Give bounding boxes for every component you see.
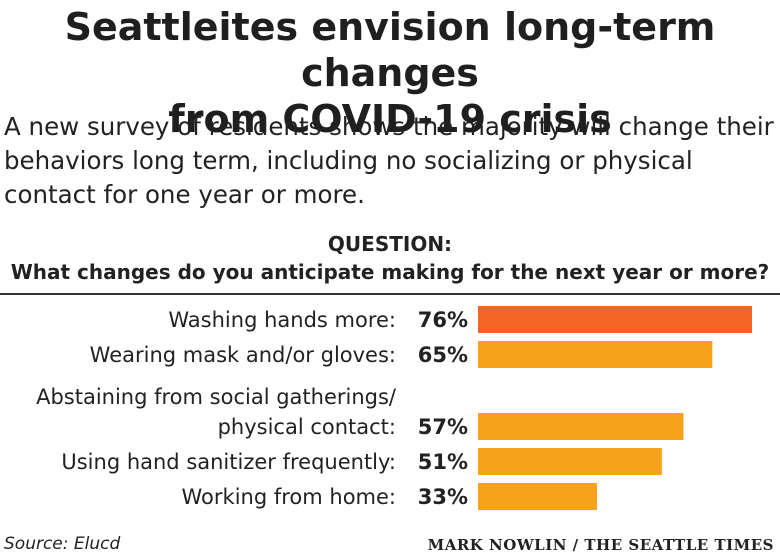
value-label: 51% [418, 450, 468, 474]
bar [478, 448, 662, 475]
question-text: What changes do you anticipate making fo… [10, 260, 770, 284]
credit-line: MARK NOWLIN / THE SEATTLE TIMES [427, 536, 774, 554]
subtitle-line-3: contact for one year or more. [4, 180, 365, 209]
bar [478, 413, 684, 440]
subtitle-line-2: behaviors long term, including no social… [4, 146, 693, 175]
value-label: 76% [418, 308, 468, 332]
value-label: 57% [418, 415, 468, 439]
bar [478, 306, 752, 333]
category-label: Wearing mask and/or gloves: [90, 343, 396, 367]
category-label: physical contact: [218, 415, 396, 439]
source-note: Source: Elucd [4, 534, 121, 554]
subtitle-line-1: A new survey of residents shows the majo… [4, 112, 774, 141]
title-line-1: Seattleites envision long-term changes [64, 5, 716, 95]
value-label: 33% [418, 485, 468, 509]
chart-subtitle: A new survey of residents shows the majo… [4, 110, 776, 212]
category-label: Working from home: [182, 485, 396, 509]
question-block: QUESTION: What changes do you anticipate… [0, 230, 780, 286]
question-label: QUESTION: [327, 232, 453, 256]
category-label: Using hand sanitizer frequently: [61, 450, 396, 474]
chart-title: Seattleites envision long-term changes f… [0, 4, 780, 142]
value-label: 65% [418, 343, 468, 367]
category-label: Washing hands more: [168, 308, 396, 332]
bar-chart: Washing hands more: 76% Wearing mask and/o… [36, 306, 752, 510]
bar [478, 341, 713, 368]
bar [478, 483, 597, 510]
category-label: Abstaining from social gatherings/ [36, 385, 397, 409]
title-line-2: from COVID-19 crisis [168, 97, 612, 141]
divider-rule [0, 293, 780, 295]
